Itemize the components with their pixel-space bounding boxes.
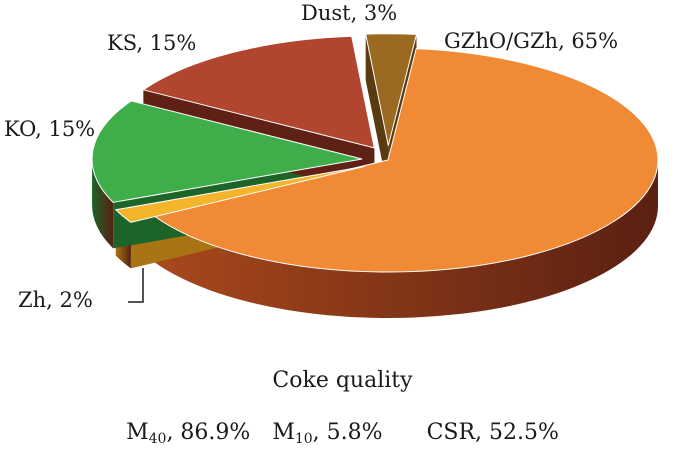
metric-m10: M10, 5.8% xyxy=(272,420,382,447)
metric-m40-name: M xyxy=(126,420,149,445)
metric-m10-name: M xyxy=(272,420,295,445)
slice-side-gzho-gzh xyxy=(154,160,658,318)
metric-csr-name: CSR xyxy=(426,420,476,445)
slice-label-ks: KS, 15% xyxy=(107,31,196,55)
coke-quality-title: Coke quality xyxy=(272,368,413,393)
leader-line-zh xyxy=(128,268,144,303)
metric-m40-value: , 86.9% xyxy=(166,420,251,445)
metric-m10-subscript: 10 xyxy=(294,431,313,447)
metric-m40: M40, 86.9% xyxy=(126,420,250,447)
pie-labels: GZhO/GZh, 65% Zh, 2% KO, 15% KS, 15% Dust, 3… xyxy=(4,1,618,312)
metric-csr: CSR, 52.5% xyxy=(427,420,559,445)
slice-ks xyxy=(142,35,375,149)
slice-dust xyxy=(365,33,418,146)
slice-label-zh: Zh, 2% xyxy=(18,288,93,312)
pie-slices xyxy=(91,33,659,273)
slice-label-ko: KO, 15% xyxy=(4,117,95,141)
slice-label-dust: Dust, 3% xyxy=(301,1,397,25)
slice-ko xyxy=(91,100,363,203)
slice-zh xyxy=(114,165,365,223)
slice-gzho-gzh xyxy=(152,48,659,273)
metric-m10-value: , 5.8% xyxy=(312,420,383,445)
coke-quality-metrics: M40, 86.9% M10, 5.8% CSR, 52.5% xyxy=(0,420,685,447)
slice-label-gzho-gzh: GZhO/GZh, 65% xyxy=(444,29,618,53)
slice-wall-dust-0 xyxy=(365,34,389,192)
metric-m40-subscript: 40 xyxy=(148,431,167,447)
metric-csr-value: , 52.5% xyxy=(475,420,559,445)
